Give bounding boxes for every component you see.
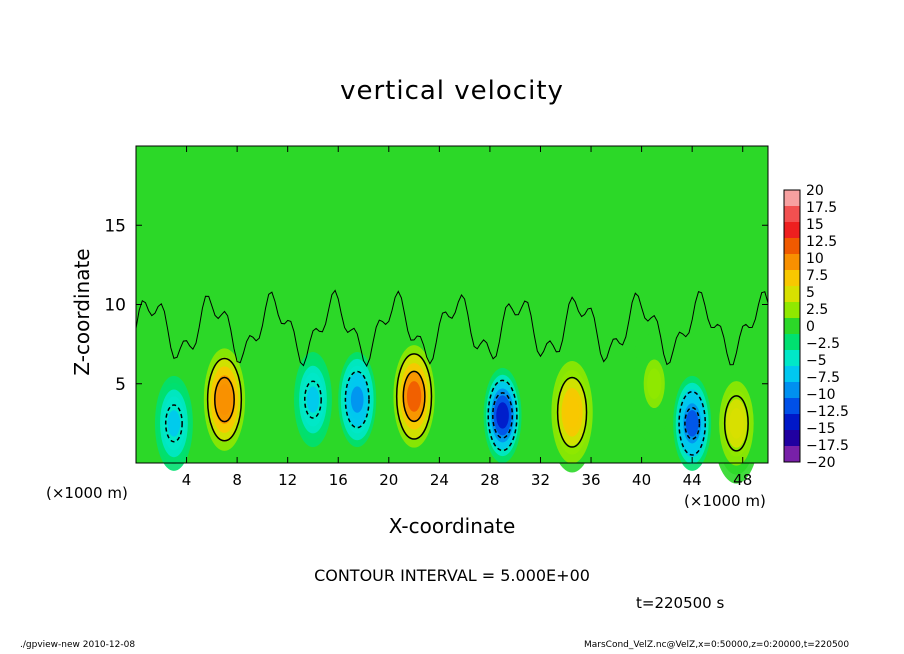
- colorbar-swatch: [784, 206, 800, 222]
- feature-level: [647, 368, 662, 400]
- colorbar-swatch: [784, 382, 800, 398]
- feature-6: [548, 352, 597, 473]
- y-axis-label: Z-coordinate: [70, 248, 94, 376]
- feature-2: [294, 352, 332, 448]
- feature-8: [673, 375, 712, 471]
- feature-level: [729, 408, 744, 439]
- colorbar-label: −7.5: [806, 370, 840, 386]
- colorbar-label: −20: [806, 455, 836, 471]
- contour-line: [678, 390, 707, 456]
- colorbar-label: −2.5: [806, 336, 840, 352]
- colorbar-swatch: [784, 446, 800, 462]
- feature-9: [712, 363, 761, 484]
- chart-title: vertical velocity: [340, 76, 564, 106]
- colorbar-label: 0: [806, 319, 815, 335]
- colorbar-swatch: [784, 334, 800, 350]
- feature-level: [350, 386, 364, 413]
- x-tick-label: 28: [480, 471, 499, 489]
- feature-0: [154, 375, 193, 471]
- colorbar-swatch: [784, 414, 800, 430]
- y-tick-label: 15: [104, 216, 126, 236]
- contour-line: [492, 392, 514, 439]
- contour-line: [303, 380, 322, 419]
- colorbar-label: 10: [806, 251, 824, 267]
- feature-level: [564, 396, 580, 428]
- footer-right: MarsCond_VelZ.nc@VelZ,x=0:50000,z=0:2000…: [584, 640, 850, 650]
- colorbar-label: −5: [806, 353, 827, 369]
- x-unit-right: (×1000 m): [684, 492, 766, 510]
- x-tick-label: 44: [683, 471, 702, 489]
- y-axis: 5 10 15: [104, 216, 768, 395]
- contour-line: [723, 395, 749, 452]
- feature-5: [483, 367, 522, 464]
- x-tick-label: 20: [379, 471, 398, 489]
- colorbar-label: 20: [806, 183, 824, 199]
- colorbar-label: −17.5: [806, 438, 849, 454]
- colorbar-swatch: [784, 350, 800, 366]
- contour-line: [402, 370, 426, 423]
- colorbar-swatch: [784, 286, 800, 302]
- colorbar: 2017.51512.5107.552.50−2.5−5−7.5−10−12.5…: [783, 183, 849, 471]
- contour-line: [395, 353, 433, 440]
- colorbar-swatch: [784, 430, 800, 446]
- x-tick-label: 32: [531, 471, 550, 489]
- colorbar-swatch: [784, 190, 800, 206]
- x-tick-label: 48: [733, 471, 752, 489]
- x-tick-label: 36: [581, 471, 600, 489]
- contour-interval: CONTOUR INTERVAL = 5.000E+00: [314, 566, 590, 585]
- zero-contour: [135, 289, 769, 368]
- colorbar-swatch: [784, 398, 800, 414]
- x-tick-label: 40: [632, 471, 651, 489]
- colorbar-label: −10: [806, 387, 836, 403]
- colorbar-label: −12.5: [806, 404, 849, 420]
- x-unit-left: (×1000 m): [46, 484, 128, 502]
- colorbar-label: 5: [806, 285, 815, 301]
- colorbar-swatch: [784, 222, 800, 238]
- feature-level: [685, 410, 699, 437]
- feature-level: [167, 410, 181, 437]
- contour-lines: [135, 289, 769, 456]
- x-tick-label: 24: [430, 471, 449, 489]
- colorbar-label: −15: [806, 421, 836, 437]
- contour-line: [684, 406, 701, 440]
- feature-level: [306, 386, 320, 413]
- colorbar-swatch: [784, 238, 800, 254]
- colorbar-swatch: [784, 254, 800, 270]
- x-axis: 4 8 12 16 20 24 28 32 36 40 44 48: [182, 146, 752, 489]
- contour-line: [206, 357, 243, 442]
- contour-line: [487, 379, 518, 452]
- colorbar-frame: [783, 189, 801, 463]
- heatmap-field: [136, 146, 768, 484]
- feature-level: [496, 402, 509, 429]
- colorbar-label: 2.5: [806, 302, 828, 318]
- x-axis-label: X-coordinate: [388, 514, 516, 538]
- feature-level: [217, 384, 232, 415]
- contour-line: [164, 404, 183, 443]
- colorbar-label: 12.5: [806, 234, 837, 250]
- contour-line: [556, 376, 588, 448]
- y-tick-label: 10: [104, 296, 126, 316]
- x-tick-label: 12: [278, 471, 297, 489]
- y-tick-label: 5: [115, 375, 126, 395]
- colorbar-swatch: [784, 302, 800, 318]
- time-label: t=220500 s: [636, 594, 725, 612]
- footer-left: ./gpview-new 2010-12-08: [20, 640, 136, 650]
- colorbar-label: 7.5: [806, 268, 828, 284]
- colorbar-swatch: [784, 270, 800, 286]
- x-tick-label: 16: [329, 471, 348, 489]
- colorbar-swatch: [784, 318, 800, 334]
- contour-line: [344, 370, 370, 429]
- feature-7: [630, 323, 679, 444]
- contour-line: [214, 376, 235, 423]
- colorbar-label: 17.5: [806, 200, 837, 216]
- colorbar-label: 15: [806, 217, 824, 233]
- x-tick-label: 8: [232, 471, 242, 489]
- feature-level: [406, 381, 422, 412]
- x-tick-label: 4: [182, 471, 192, 489]
- colorbar-swatch: [784, 366, 800, 382]
- feature-3: [338, 352, 377, 448]
